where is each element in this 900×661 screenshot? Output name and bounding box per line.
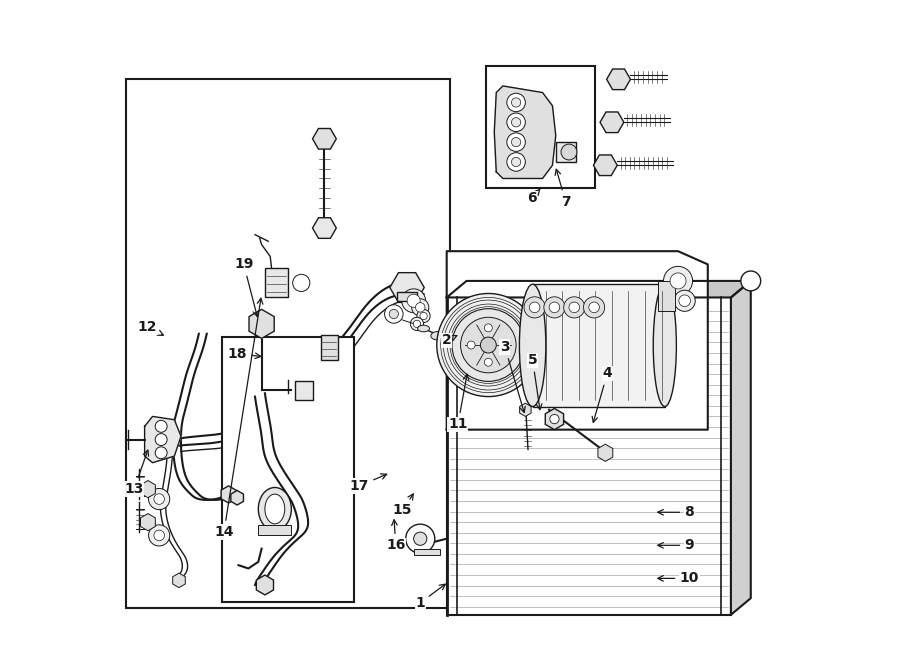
Circle shape [420, 312, 427, 319]
Text: 4: 4 [592, 366, 612, 422]
Text: 1: 1 [416, 584, 446, 610]
Circle shape [549, 302, 560, 313]
Polygon shape [494, 86, 556, 178]
Polygon shape [731, 281, 751, 615]
Circle shape [663, 266, 693, 295]
Circle shape [467, 341, 475, 349]
Circle shape [484, 324, 492, 332]
Bar [397, 292, 417, 301]
Circle shape [416, 303, 425, 312]
Text: 15: 15 [392, 494, 413, 518]
Circle shape [417, 309, 430, 323]
Text: 5: 5 [527, 353, 542, 410]
Circle shape [679, 295, 690, 307]
Circle shape [511, 98, 521, 107]
Circle shape [452, 309, 525, 381]
Bar [533, 284, 665, 407]
Text: 19: 19 [234, 257, 258, 317]
Circle shape [583, 297, 605, 318]
Polygon shape [446, 281, 751, 297]
Circle shape [154, 530, 165, 541]
Bar [658, 281, 675, 311]
Text: 3: 3 [500, 340, 526, 412]
Bar [556, 142, 576, 162]
Bar [486, 66, 596, 188]
Ellipse shape [418, 325, 429, 332]
Ellipse shape [653, 284, 677, 407]
Text: 11: 11 [448, 374, 469, 432]
Circle shape [569, 302, 580, 313]
Circle shape [154, 494, 165, 504]
Text: 6: 6 [527, 189, 540, 206]
Circle shape [413, 321, 420, 327]
Circle shape [481, 337, 496, 353]
Circle shape [401, 289, 426, 313]
Text: 17: 17 [350, 474, 387, 493]
Text: 13: 13 [124, 450, 148, 496]
Text: 7: 7 [555, 169, 571, 209]
Text: 2: 2 [442, 333, 457, 348]
Circle shape [589, 302, 599, 313]
Circle shape [550, 414, 559, 424]
Bar [446, 297, 731, 615]
Polygon shape [145, 416, 181, 463]
Circle shape [384, 305, 403, 323]
Circle shape [411, 299, 428, 316]
Ellipse shape [258, 488, 292, 530]
Circle shape [524, 297, 545, 318]
Circle shape [501, 341, 509, 349]
Text: 16: 16 [386, 520, 406, 553]
Circle shape [511, 137, 521, 147]
Ellipse shape [519, 284, 545, 407]
Circle shape [148, 525, 170, 546]
Circle shape [529, 302, 540, 313]
Circle shape [155, 434, 167, 446]
Circle shape [292, 274, 310, 292]
Text: 9: 9 [658, 538, 694, 553]
Circle shape [511, 157, 521, 167]
Circle shape [461, 317, 516, 373]
Circle shape [561, 144, 577, 160]
Circle shape [414, 532, 427, 545]
Circle shape [436, 293, 540, 397]
Circle shape [544, 297, 565, 318]
Bar [294, 381, 313, 400]
Circle shape [507, 153, 526, 171]
Ellipse shape [431, 332, 446, 340]
Text: 18: 18 [228, 346, 261, 361]
Text: 12: 12 [138, 320, 164, 335]
Circle shape [511, 118, 521, 127]
Circle shape [507, 113, 526, 132]
Polygon shape [446, 251, 707, 430]
Bar [265, 268, 288, 297]
Bar [414, 549, 440, 555]
Bar [222, 337, 355, 602]
Circle shape [674, 290, 695, 311]
Bar [321, 335, 338, 360]
Bar [126, 79, 450, 608]
Circle shape [148, 488, 170, 510]
Circle shape [741, 271, 760, 291]
Text: 10: 10 [658, 571, 699, 586]
Circle shape [507, 133, 526, 151]
Circle shape [670, 273, 686, 289]
Circle shape [406, 524, 435, 553]
Text: 14: 14 [214, 298, 263, 539]
Circle shape [410, 317, 424, 330]
Circle shape [389, 309, 399, 319]
Bar [258, 525, 292, 535]
Text: 8: 8 [658, 505, 694, 520]
Circle shape [155, 447, 167, 459]
Ellipse shape [265, 494, 284, 524]
Circle shape [507, 93, 526, 112]
Circle shape [155, 420, 167, 432]
Circle shape [563, 297, 585, 318]
Circle shape [407, 294, 420, 307]
Circle shape [484, 358, 492, 366]
